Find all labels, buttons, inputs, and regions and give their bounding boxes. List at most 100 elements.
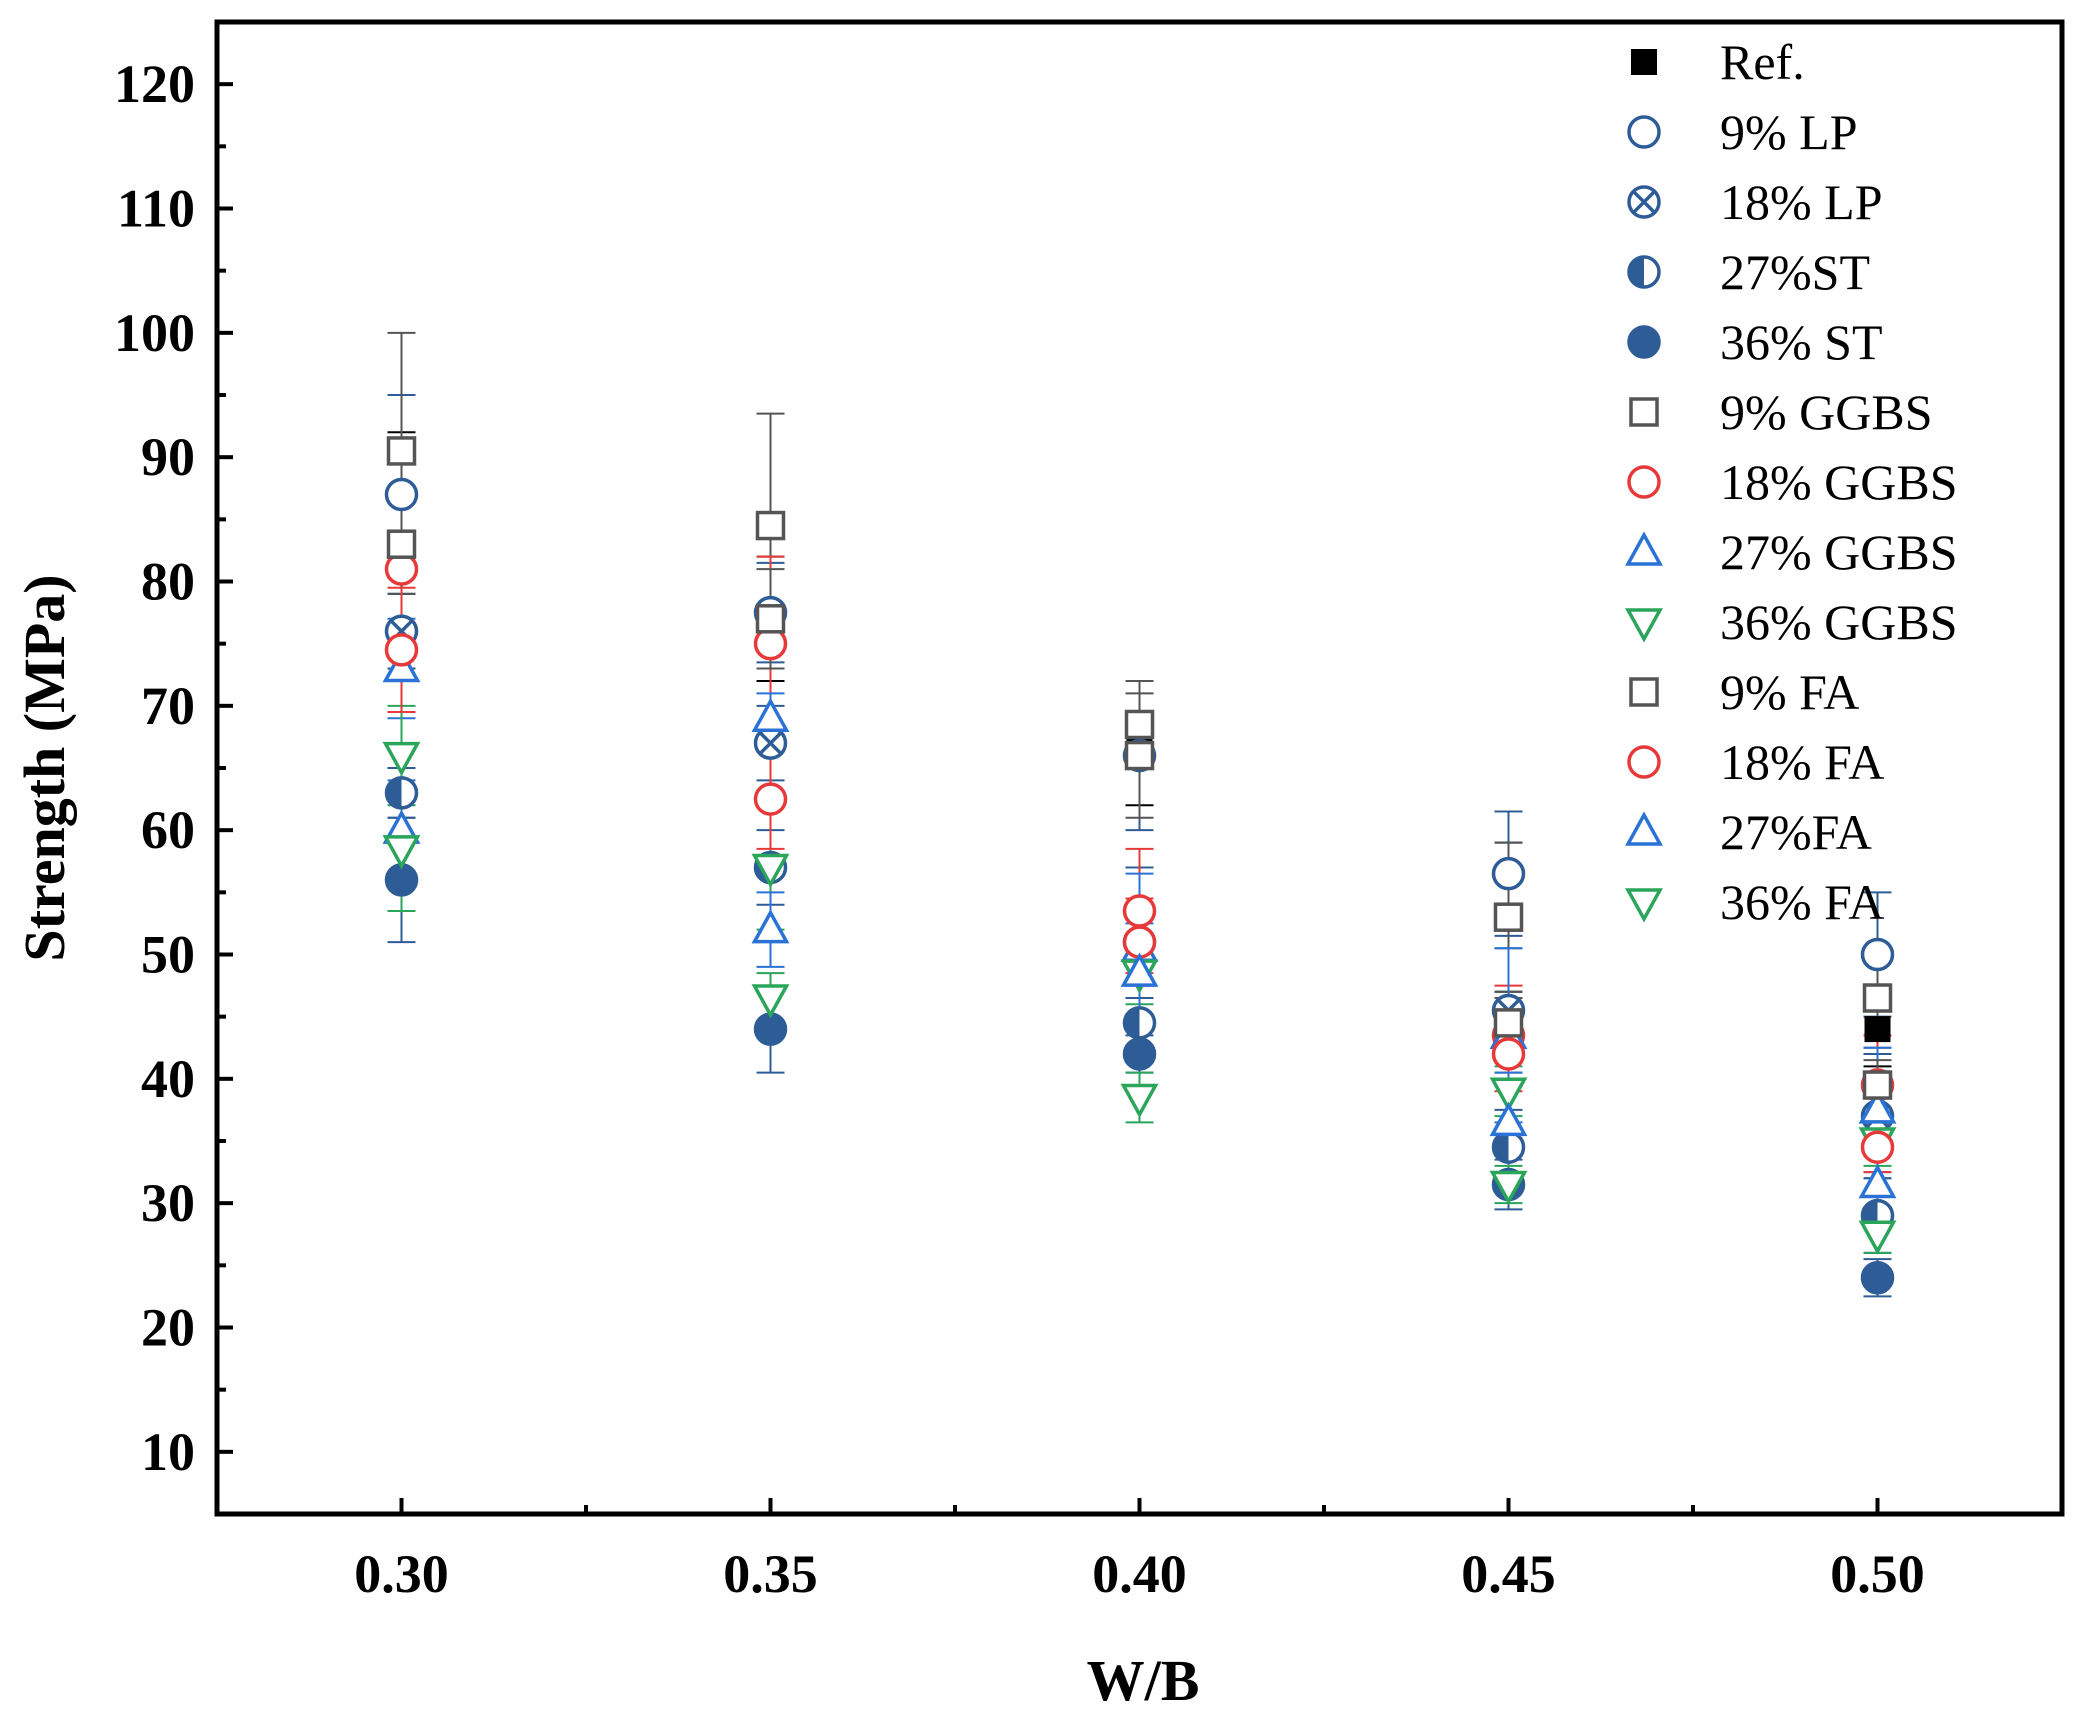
legend-label: Ref. (1720, 34, 1805, 90)
circle-half-fill (1629, 257, 1644, 287)
triangle-down-shape (1489, 1170, 1528, 1206)
legend-marker (1625, 888, 1663, 923)
legend-item: 36% GGBS (1625, 594, 1958, 650)
x-tick-label: 0.30 (354, 1544, 449, 1604)
circle-filled-shape (1122, 1037, 1157, 1071)
data-point (1491, 1130, 1526, 1164)
triangle-down-shape (1625, 608, 1663, 643)
square-open-shape (1629, 397, 1659, 427)
data-point (1860, 937, 1895, 972)
triangle-down-shape (1858, 1220, 1897, 1255)
data-point (386, 529, 417, 559)
data-point (1122, 1006, 1157, 1040)
data-point (386, 436, 417, 466)
legend-marker (1629, 397, 1659, 427)
legend-item: 18% FA (1627, 734, 1884, 790)
legend-marker (1627, 325, 1661, 359)
data-point (755, 510, 786, 541)
circle-open-shape (384, 633, 419, 667)
y-tick-label: 30 (141, 1173, 195, 1233)
square-open-shape (1124, 740, 1155, 771)
triangle-down-shape (751, 984, 790, 1019)
data-point (384, 633, 419, 667)
axis-ticks (217, 20, 1880, 1514)
y-tick-label: 80 (141, 552, 195, 612)
triangle-down-shape (1489, 1077, 1528, 1112)
y-tick-labels: 10 20 30 40 50 60 70 80 90 100 110 120 (114, 54, 195, 1482)
legend-marker (1627, 255, 1661, 289)
square-open-shape (1629, 677, 1659, 707)
legend-item: 27%ST (1627, 244, 1870, 300)
data-point (755, 604, 786, 634)
data-point (1120, 1083, 1159, 1119)
circle-open-shape (384, 477, 419, 512)
legend-marker (1627, 115, 1661, 149)
square-open-shape (1862, 983, 1893, 1013)
data-point (751, 697, 790, 733)
y-tick-label: 120 (114, 54, 195, 114)
legend-label: 9% LP (1720, 104, 1858, 160)
legend-marker (1625, 531, 1663, 566)
x-axis-title: W/B (1087, 1648, 1200, 1713)
legend-marker (1627, 185, 1661, 219)
y-tick-label: 70 (141, 676, 195, 736)
y-tick-label: 90 (141, 427, 195, 487)
triangle-up-shape (1625, 531, 1663, 566)
data-point (1858, 1220, 1897, 1255)
legend-item: 36% ST (1627, 314, 1883, 370)
circle-open-shape (1627, 115, 1661, 149)
circle-open-shape (1122, 894, 1157, 928)
data-point (1489, 1101, 1528, 1137)
data-point (751, 853, 790, 889)
triangle-up-shape (751, 909, 790, 944)
legend-item: 27% GGBS (1625, 524, 1958, 580)
y-tick-label: 100 (114, 303, 195, 363)
square-filled-shape (1631, 49, 1657, 75)
triangle-up-shape (1120, 952, 1159, 987)
data-point (1491, 856, 1526, 891)
data-point (1120, 952, 1159, 987)
y-tick-label: 60 (141, 800, 195, 860)
legend-marker (1629, 677, 1659, 707)
square-open-shape (755, 510, 786, 541)
y-tick-label: 20 (141, 1298, 195, 1358)
data-point (1124, 709, 1155, 740)
legend-label: 27%ST (1720, 244, 1870, 300)
circle-open-shape (753, 782, 788, 816)
legend-item: 9% GGBS (1629, 384, 1933, 440)
triangle-down-shape (751, 853, 790, 889)
legend-label: 27%FA (1720, 804, 1872, 860)
circle-half-fill (386, 777, 402, 808)
triangle-down-shape (1625, 888, 1663, 923)
circle-open-shape (1491, 856, 1526, 891)
legend-item: 18% LP (1627, 174, 1883, 230)
triangle-up-shape (1489, 1101, 1528, 1137)
data-point (1489, 1077, 1528, 1112)
data-point (1124, 740, 1155, 771)
legend-label: 18% GGBS (1720, 454, 1958, 510)
data-point (1860, 1261, 1895, 1295)
x-tick-label: 0.40 (1092, 1544, 1187, 1604)
data-point (1862, 983, 1893, 1013)
square-open-shape (755, 604, 786, 634)
square-open-shape (386, 529, 417, 559)
x-tick-labels: 0.30 0.35 0.40 0.45 0.50 (354, 1544, 1925, 1604)
legend-marker (1627, 465, 1661, 499)
y-tick-label: 50 (141, 925, 195, 985)
data-point (753, 726, 788, 760)
legend-item: 36% FA (1625, 874, 1884, 930)
circle-filled-shape (1627, 325, 1661, 359)
square-filled-shape (1864, 1016, 1891, 1043)
y-tick-label: 10 (141, 1422, 195, 1482)
circle-open-shape (1627, 465, 1661, 499)
triangle-up-shape (1625, 811, 1663, 846)
y-tick-label: 110 (117, 179, 195, 239)
data-point (384, 477, 419, 512)
circle-open-shape (1627, 745, 1661, 779)
triangle-up-shape (1858, 1163, 1897, 1199)
legend-item: 18% GGBS (1627, 454, 1958, 510)
legend-label: 18% LP (1720, 174, 1883, 230)
circle-half-fill (1493, 1132, 1509, 1163)
x-tick-label: 0.50 (1830, 1544, 1925, 1604)
